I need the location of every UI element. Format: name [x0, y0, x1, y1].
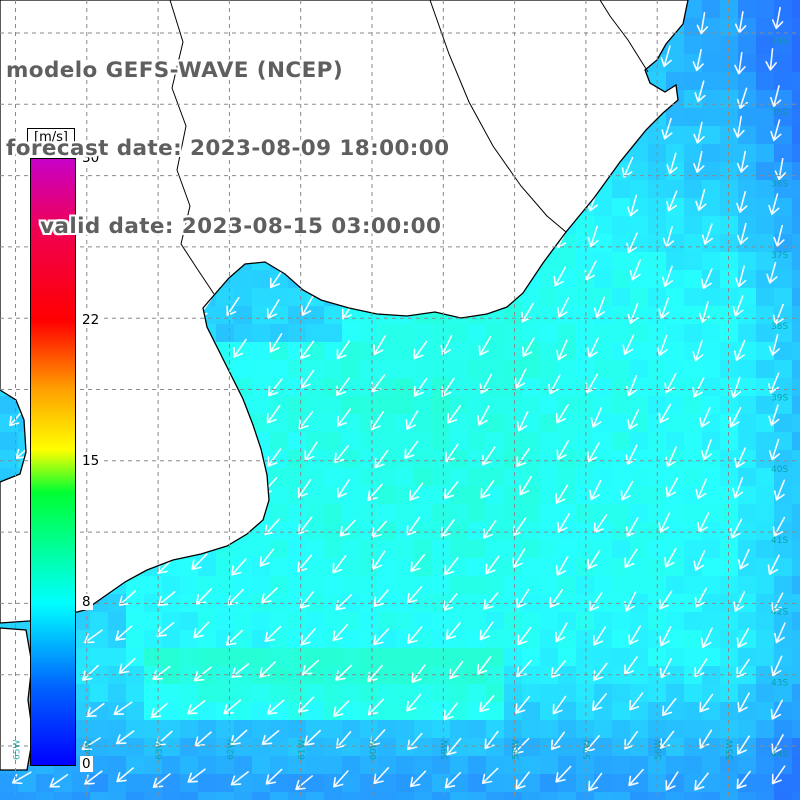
- svg-text:60W: 60W: [369, 740, 379, 760]
- svg-text:42S: 42S: [771, 607, 788, 617]
- svg-text:57W: 57W: [583, 740, 593, 760]
- colorbar-unit-label: [m/s]: [27, 128, 75, 147]
- svg-text:64W: 64W: [84, 740, 94, 760]
- valid-date: valid date: 2023-08-15 03:00:00: [40, 214, 442, 239]
- svg-text:65W: 65W: [13, 740, 23, 760]
- colorbar-tick-label: 0: [80, 756, 93, 772]
- svg-text:41S: 41S: [771, 536, 788, 546]
- svg-text:37S: 37S: [771, 251, 788, 261]
- colorbar: [30, 158, 76, 766]
- svg-text:58W: 58W: [512, 740, 522, 760]
- map-title-block: modelo GEFS-WAVE (NCEP) forecast date: 2…: [6, 6, 450, 292]
- svg-text:36S: 36S: [771, 180, 788, 190]
- geo-label-layer: 34S 35S 36S 37S 38S 39S 40S 41S 42S 43S 44S 65W 64W 6…: [13, 37, 789, 760]
- svg-text:62W: 62W: [226, 740, 236, 760]
- svg-text:38S: 38S: [771, 322, 788, 332]
- colorbar-tick-label: 8: [80, 594, 93, 611]
- colorbar-tick-label: 15: [80, 453, 102, 469]
- svg-text:63W: 63W: [155, 740, 165, 760]
- svg-text:59W: 59W: [440, 740, 450, 760]
- svg-text:35S: 35S: [771, 108, 788, 118]
- colorbar-tick-label: 22: [80, 311, 102, 328]
- svg-text:40S: 40S: [771, 465, 788, 475]
- svg-text:61W: 61W: [298, 740, 308, 760]
- model-name: modelo GEFS-WAVE (NCEP): [6, 58, 344, 83]
- svg-text:56W: 56W: [654, 740, 664, 760]
- svg-text:44S: 44S: [771, 750, 788, 760]
- svg-text:55W: 55W: [726, 740, 736, 760]
- colorbar-tick-label: 30: [80, 150, 102, 166]
- svg-text:43S: 43S: [771, 679, 788, 689]
- svg-text:39S: 39S: [771, 394, 788, 404]
- svg-text:34S: 34S: [771, 37, 788, 47]
- forecast-date: forecast date: 2023-08-09 18:00:00: [6, 136, 450, 161]
